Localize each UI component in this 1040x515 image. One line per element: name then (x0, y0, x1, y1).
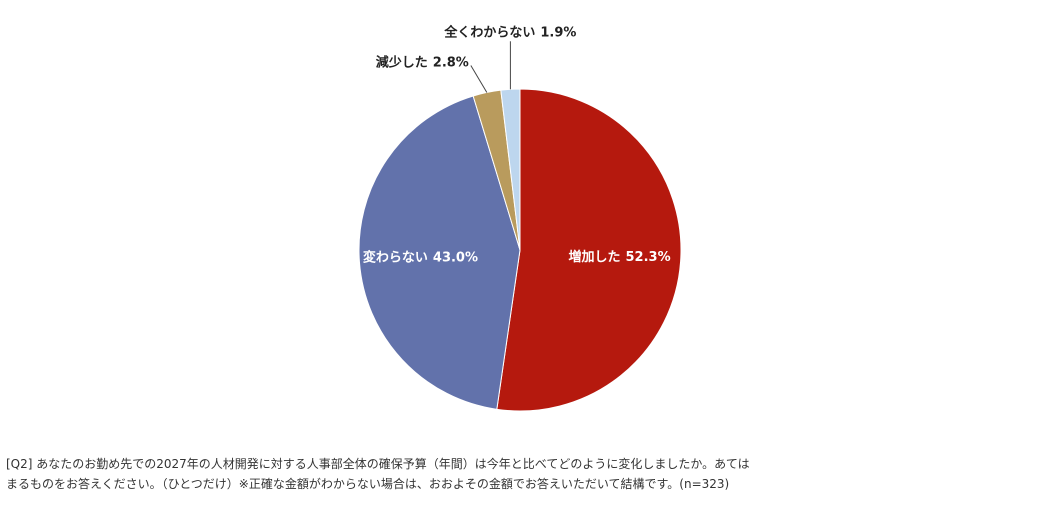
data-label: 増加した 52.3% (568, 249, 670, 265)
data-label: 変わらない 43.0% (363, 249, 478, 265)
leader-line (470, 65, 488, 93)
data-label: 全くわからない 1.9% (443, 24, 576, 40)
pie-slice (358, 95, 521, 410)
category-label: 全くわからない (443, 24, 535, 40)
value-label: 52.3% (626, 250, 671, 265)
category-label: 変わらない (363, 249, 428, 265)
value-label: 1.9% (540, 25, 576, 40)
value-label: 2.8% (433, 55, 469, 70)
data-label: 減少した 2.8% (376, 54, 469, 70)
category-label: 増加した (568, 249, 620, 265)
footnote: まるものをお答えください。（ひとつだけ）※正確な金額がわからない場合は、おおよそ… (6, 476, 729, 491)
value-label: 43.0% (433, 250, 478, 265)
footnote: [Q2] あなたのお勤め先での2027年の人材開発に対する人事部全体の確保予算（… (6, 456, 750, 471)
pie-slice (496, 88, 682, 412)
category-label: 減少した (376, 54, 428, 70)
